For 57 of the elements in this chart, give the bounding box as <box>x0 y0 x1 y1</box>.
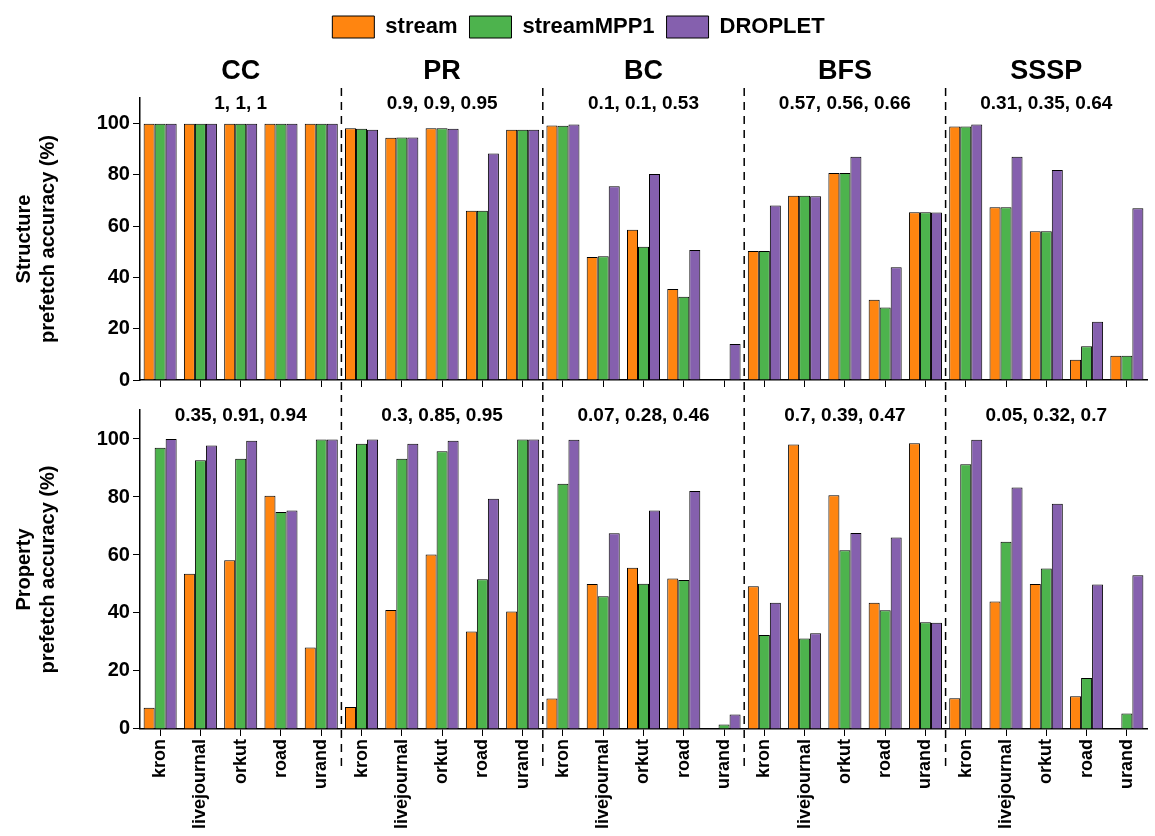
annotation: 0.3, 0.85, 0.95 <box>381 404 504 426</box>
y-tick-label: 20 <box>107 316 130 339</box>
annotation: 1, 1, 1 <box>214 92 268 114</box>
y-tick-label: 0 <box>118 367 130 390</box>
x-tick-label: kron <box>551 738 572 778</box>
x-tick-label: urand <box>310 738 331 789</box>
text: BC <box>624 55 663 86</box>
annotation: 0.7, 0.39, 0.47 <box>784 404 906 426</box>
x-tick-label: orkut <box>632 738 653 784</box>
annotation: 0.9, 0.9, 0.95 <box>386 92 498 114</box>
legend-label: stream <box>385 13 458 39</box>
y-tick-label: 80 <box>107 162 130 185</box>
legend-label: DROPLET <box>719 13 826 39</box>
annotation: 0.57, 0.56, 0.66 <box>778 92 911 114</box>
y-axis-title: Property prefetch accuracy (%) <box>11 465 58 674</box>
x-tick-label: livejournal <box>592 738 613 829</box>
x-tick-label: urand <box>914 738 935 789</box>
x-tick-label: kron <box>149 738 170 778</box>
x-tick-label: orkut <box>431 738 452 784</box>
annotation: 0.05, 0.32, 0.7 <box>985 404 1108 426</box>
x-tick-label: kron <box>753 738 774 778</box>
text: CC <box>221 55 261 86</box>
y-tick-label: 40 <box>107 600 130 623</box>
y-tick-label: 60 <box>107 213 130 236</box>
x-tick-label: livejournal <box>189 738 210 829</box>
text: BFS <box>817 55 872 86</box>
x-tick-label: livejournal <box>994 738 1015 829</box>
y-tick-label: 20 <box>107 658 130 681</box>
x-tick-label: urand <box>1115 738 1136 789</box>
annotation: 0.1, 0.1, 0.53 <box>588 92 699 114</box>
x-tick-label: road <box>471 738 492 778</box>
x-tick-label: urand <box>511 738 532 789</box>
x-tick-label: livejournal <box>390 738 411 829</box>
x-tick-label: orkut <box>1035 738 1056 784</box>
y-tick-label: 0 <box>118 716 130 739</box>
y-tick-label: 100 <box>96 111 130 134</box>
x-tick-label: kron <box>350 738 371 778</box>
x-tick-label: road <box>672 738 693 778</box>
annotation: 0.31, 0.35, 0.64 <box>980 92 1113 114</box>
text: SSSP <box>1010 55 1083 86</box>
y-tick-label: 40 <box>107 264 130 287</box>
annotation: 0.07, 0.28, 0.46 <box>577 404 710 426</box>
x-tick-label: road <box>1075 738 1096 778</box>
annotation: 0.35, 0.91, 0.94 <box>174 404 308 426</box>
x-tick-label: kron <box>954 738 975 778</box>
legend-label: streamMPP1 <box>522 13 655 39</box>
y-tick-label: 100 <box>96 426 130 449</box>
x-tick-label: orkut <box>833 738 854 784</box>
x-tick-label: road <box>874 738 895 778</box>
x-tick-label: livejournal <box>793 738 814 829</box>
x-tick-label: orkut <box>229 738 250 784</box>
y-tick-label: 60 <box>107 542 130 565</box>
y-axis-title: Structure prefetch accuracy (%) <box>11 135 58 343</box>
y-tick-label: 80 <box>107 484 130 507</box>
text: PR <box>423 55 461 86</box>
x-tick-label: road <box>269 738 290 778</box>
x-tick-label: urand <box>713 738 734 789</box>
